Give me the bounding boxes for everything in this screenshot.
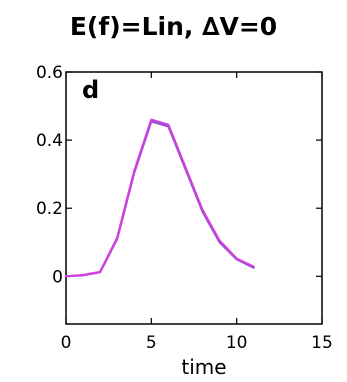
- axis-ticks: 0 5 10 15 0 0.2 0.4 0.6: [36, 63, 333, 353]
- plot-frame: [65, 71, 323, 325]
- x-tick-label: 5: [146, 333, 157, 353]
- y-tick-label: 0: [52, 267, 63, 287]
- chart-title: E(f)=Lin, ∆V=0: [69, 12, 278, 41]
- y-tick-label: 0.4: [36, 131, 63, 151]
- y-tick-label: 0.2: [36, 199, 63, 219]
- y-tick-label: 0.6: [36, 63, 63, 83]
- series-lines: [64, 118, 255, 278]
- panel-label: d: [82, 76, 99, 104]
- x-tick-label: 10: [226, 333, 248, 353]
- x-axis-label: time: [181, 355, 226, 379]
- x-tick-label: 0: [61, 333, 72, 353]
- series-line-2: [64, 118, 255, 278]
- plot-border: [65, 71, 323, 325]
- x-tick-label: 15: [311, 333, 333, 353]
- series-line-1: [64, 120, 255, 278]
